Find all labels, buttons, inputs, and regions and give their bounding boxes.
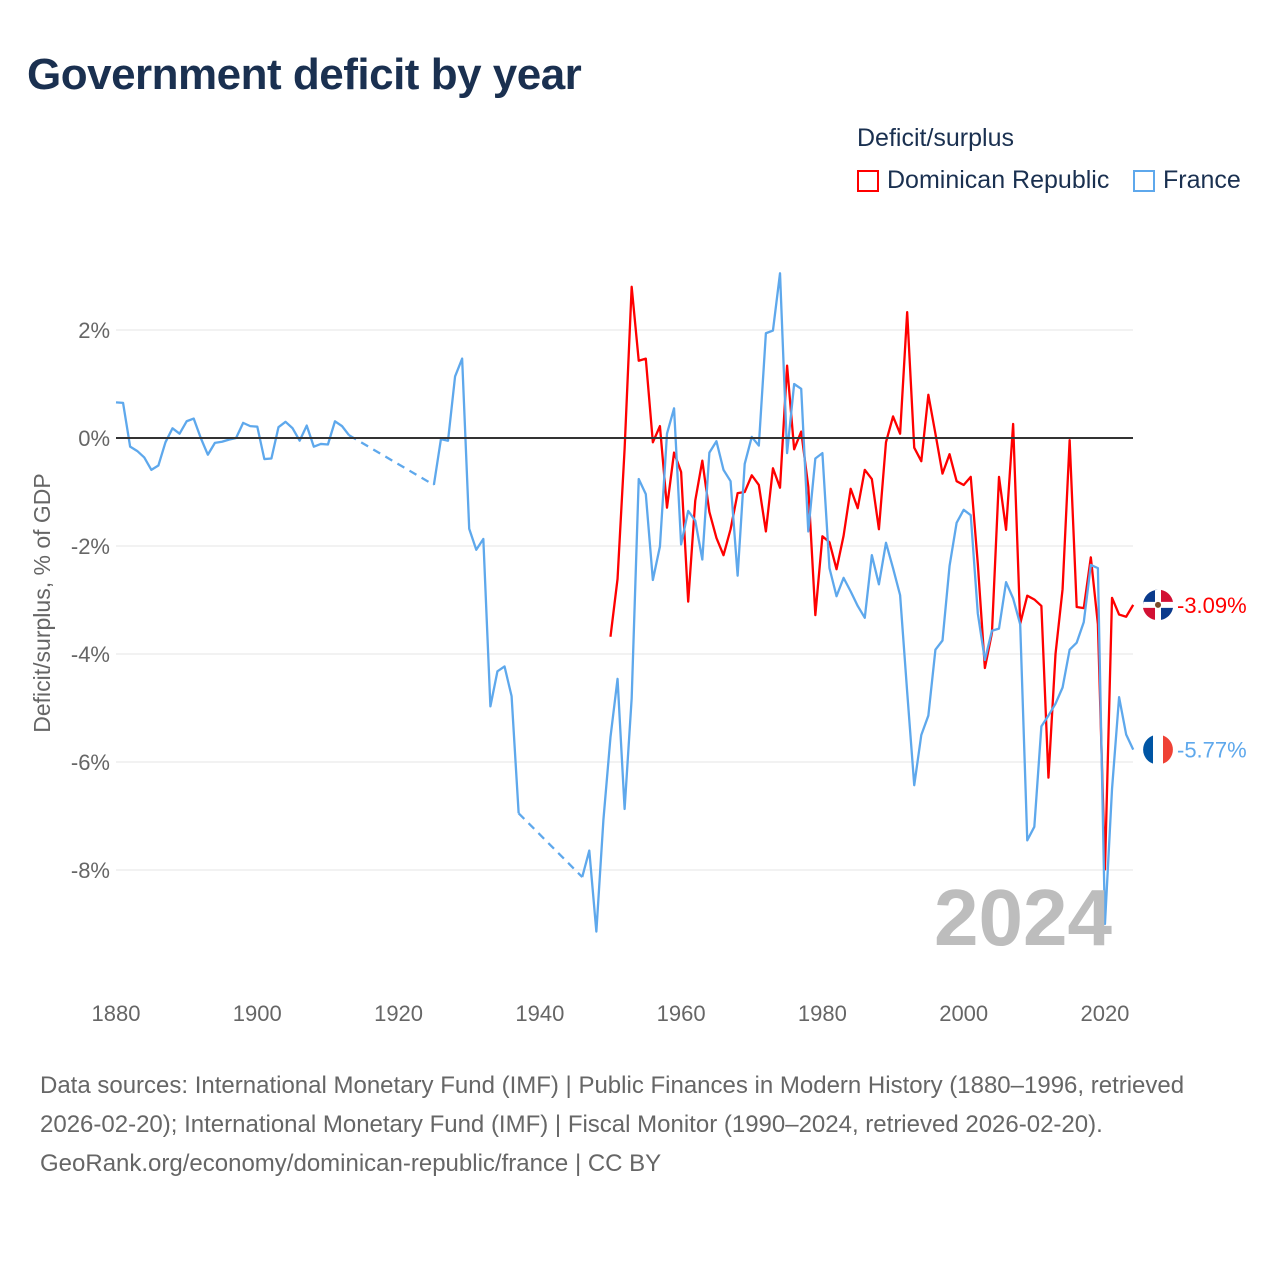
legend-title: Deficit/surplus [857, 124, 1014, 152]
legend-item-france[interactable]: France [1133, 166, 1241, 195]
flag-quadrant [1143, 589, 1158, 605]
gap-connector [517, 812, 584, 878]
legend-item-dominican-republic[interactable]: Dominican Republic [857, 166, 1109, 195]
flag-dominican-republic-icon [1143, 589, 1173, 620]
flag-stripe [1163, 735, 1173, 764]
y-tick-label: -8% [71, 858, 110, 883]
gap-connector [348, 434, 435, 486]
x-tick-label: 2000 [939, 1001, 988, 1026]
series-line [581, 272, 1135, 933]
flag-quadrant [1161, 607, 1173, 620]
y-tick-label: -4% [71, 642, 110, 667]
x-tick-label: 1920 [374, 1001, 423, 1026]
series-line [432, 357, 520, 814]
flag-quadrant [1161, 589, 1173, 602]
footer: Data sources: International Monetary Fun… [40, 1066, 1240, 1183]
y-axis-label: Deficit/surplus, % of GDP [29, 473, 55, 732]
y-tick-label: -2% [71, 534, 110, 559]
x-tick-label: 1980 [798, 1001, 847, 1026]
data-sources: Data sources: International Monetary Fun… [40, 1072, 1185, 1138]
series-dominican-republic [609, 285, 1135, 871]
legend-label: France [1163, 166, 1241, 194]
end-value-label: -3.09% [1177, 593, 1247, 618]
legend-swatch-france [1133, 169, 1155, 192]
line-chart: 2% 0% -2% -4% -6% -8% 1880 1900 1920 1940 1960 1980… [29, 272, 1247, 1026]
chart-title: Government deficit by year [27, 50, 582, 99]
end-value-label: -5.77% [1177, 738, 1247, 763]
flag-emblem [1155, 601, 1161, 608]
current-year-label: 2024 [934, 873, 1112, 962]
series-line [609, 285, 1135, 871]
legend-label: Dominican Republic [887, 166, 1110, 194]
x-tick-label: 1940 [515, 1001, 564, 1026]
flag-quadrant [1143, 607, 1155, 620]
flag-france-icon [1143, 734, 1173, 765]
x-tick-label: 1900 [233, 1001, 282, 1026]
y-tick-label: 0% [78, 426, 110, 451]
credit-link[interactable]: GeoRank.org/economy/dominican-republic/f… [40, 1150, 662, 1177]
legend-swatch-dominican [857, 169, 879, 192]
flag-stripe [1143, 735, 1153, 764]
series-line [115, 401, 351, 472]
x-tick-label: 1880 [92, 1001, 141, 1026]
y-tick-label: -6% [71, 750, 110, 775]
x-tick-label: 1960 [657, 1001, 706, 1026]
y-tick-label: 2% [78, 318, 110, 343]
x-tick-label: 2020 [1080, 1001, 1129, 1026]
